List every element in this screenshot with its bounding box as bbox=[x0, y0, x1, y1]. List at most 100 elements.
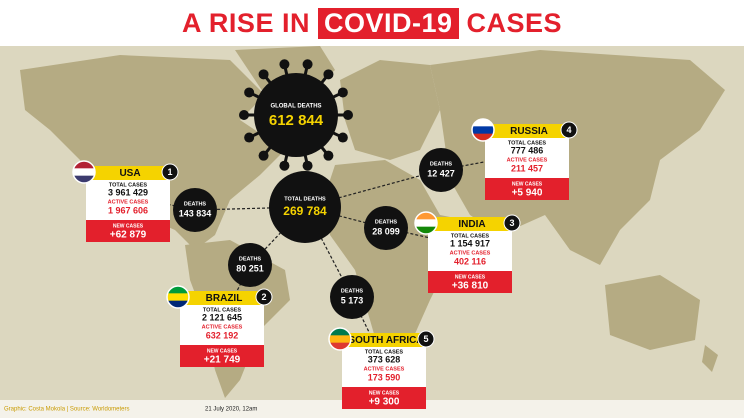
deaths-label: DEATHS bbox=[239, 256, 262, 262]
global-deaths-value: 612 844 bbox=[269, 112, 324, 129]
flag-stripe bbox=[167, 286, 189, 294]
flag-stripe bbox=[167, 293, 189, 302]
total-cases-value: 777 486 bbox=[511, 145, 544, 155]
flag-border bbox=[414, 211, 438, 235]
deaths-circle bbox=[364, 206, 408, 250]
virus-spike-tip bbox=[323, 69, 334, 80]
deaths-value: 28 099 bbox=[372, 226, 400, 236]
deaths-circle bbox=[419, 148, 463, 192]
active-cases-label: ACTIVE CASES bbox=[450, 250, 491, 256]
global-deaths-circle bbox=[254, 73, 338, 157]
rank-circle bbox=[255, 288, 273, 306]
title: A RISE IN COVID-19 CASES bbox=[0, 0, 744, 46]
card-header bbox=[180, 291, 264, 305]
card-header bbox=[428, 217, 512, 231]
flag-stripe bbox=[73, 161, 95, 169]
active-cases-label: ACTIVE CASES bbox=[364, 366, 405, 372]
rank: 1 bbox=[167, 167, 172, 177]
new-cases-value: +21 749 bbox=[204, 355, 241, 366]
total-deaths-value: 269 784 bbox=[283, 204, 327, 218]
virus-spike-tip bbox=[337, 132, 348, 143]
rank-circle bbox=[503, 214, 521, 232]
card-header bbox=[86, 166, 170, 180]
deaths-label: DEATHS bbox=[341, 288, 364, 294]
total-cases-value: 373 628 bbox=[368, 354, 401, 364]
card-body bbox=[342, 347, 426, 387]
deaths-label: DEATHS bbox=[430, 161, 453, 167]
flag-border bbox=[166, 285, 190, 309]
rank: 4 bbox=[566, 125, 571, 135]
card-new bbox=[180, 345, 264, 367]
footer-date: 21 July 2020, 12am bbox=[205, 407, 257, 413]
flag-stripe bbox=[415, 226, 437, 234]
global-deaths-label: GLOBAL DEATHS bbox=[270, 104, 321, 110]
flag-stripe bbox=[472, 126, 494, 135]
new-cases-label: NEW CASES bbox=[455, 274, 486, 280]
flag-border bbox=[471, 118, 495, 142]
new-cases-value: +9 300 bbox=[369, 397, 400, 408]
virus-spike-tip bbox=[343, 110, 353, 120]
card-new bbox=[485, 178, 569, 200]
country-name: RUSSIA bbox=[510, 126, 548, 137]
deaths-value: 5 173 bbox=[341, 295, 364, 305]
flag-stripe bbox=[472, 133, 494, 141]
deaths-circle bbox=[330, 275, 374, 319]
deaths-value: 12 427 bbox=[427, 168, 455, 178]
connector bbox=[304, 169, 442, 208]
card-body bbox=[485, 138, 569, 178]
flag-border bbox=[72, 160, 96, 184]
rank-circle bbox=[417, 330, 435, 348]
card-header bbox=[342, 333, 426, 347]
title-highlight: COVID-19 bbox=[317, 7, 459, 39]
active-cases-value: 211 457 bbox=[511, 163, 543, 173]
deaths-label: DEATHS bbox=[375, 219, 398, 225]
virus-spike-tip bbox=[258, 150, 269, 161]
title-part: A RISE IN bbox=[181, 7, 310, 38]
rank: 2 bbox=[261, 292, 266, 302]
new-cases-value: +5 940 bbox=[512, 188, 543, 199]
flag-stripe bbox=[415, 212, 437, 220]
flag-stripe bbox=[73, 175, 95, 183]
country-name: BRAZIL bbox=[206, 293, 243, 304]
rank-circle bbox=[161, 163, 179, 181]
virus-spike-tip bbox=[323, 150, 334, 161]
new-cases-label: NEW CASES bbox=[369, 390, 400, 396]
country-name: SOUTH AFRICA bbox=[348, 335, 423, 346]
deaths-value: 143 834 bbox=[179, 208, 212, 218]
virus-spike-tip bbox=[279, 59, 290, 70]
active-cases-value: 173 590 bbox=[368, 372, 401, 382]
card-body bbox=[86, 180, 170, 220]
virus-spike-tip bbox=[302, 59, 313, 70]
total-cases-label: TOTAL CASES bbox=[508, 140, 547, 146]
active-cases-value: 632 192 bbox=[206, 330, 239, 340]
title-part: CASES bbox=[466, 7, 563, 38]
virus-spike-tip bbox=[279, 160, 290, 171]
total-cases-value: 1 154 917 bbox=[450, 238, 490, 248]
new-cases-value: +36 810 bbox=[452, 281, 489, 292]
total-cases-value: 2 121 645 bbox=[202, 312, 242, 322]
total-cases-label: TOTAL CASES bbox=[365, 349, 404, 355]
total-deaths-label: TOTAL DEATHS bbox=[284, 196, 326, 202]
deaths-circle bbox=[228, 243, 272, 287]
flag-stripe bbox=[329, 328, 351, 336]
total-cases-label: TOTAL CASES bbox=[109, 182, 148, 188]
flag-stripe bbox=[415, 219, 437, 228]
card-header bbox=[485, 124, 569, 138]
flag-stripe bbox=[472, 119, 494, 127]
card-new bbox=[428, 271, 512, 293]
total-cases-value: 3 961 429 bbox=[108, 187, 148, 197]
new-cases-label: NEW CASES bbox=[113, 223, 144, 229]
flag-stripe bbox=[329, 342, 351, 350]
card-body bbox=[180, 305, 264, 345]
flag-stripe bbox=[167, 300, 189, 308]
active-cases-label: ACTIVE CASES bbox=[108, 199, 149, 205]
continents bbox=[20, 46, 725, 398]
card-new bbox=[86, 220, 170, 242]
virus-spike-tip bbox=[258, 69, 269, 80]
deaths-label: DEATHS bbox=[184, 201, 207, 207]
virus-spike-tip bbox=[244, 132, 255, 143]
country-name: INDIA bbox=[458, 219, 485, 230]
virus-spike-tip bbox=[302, 160, 313, 171]
